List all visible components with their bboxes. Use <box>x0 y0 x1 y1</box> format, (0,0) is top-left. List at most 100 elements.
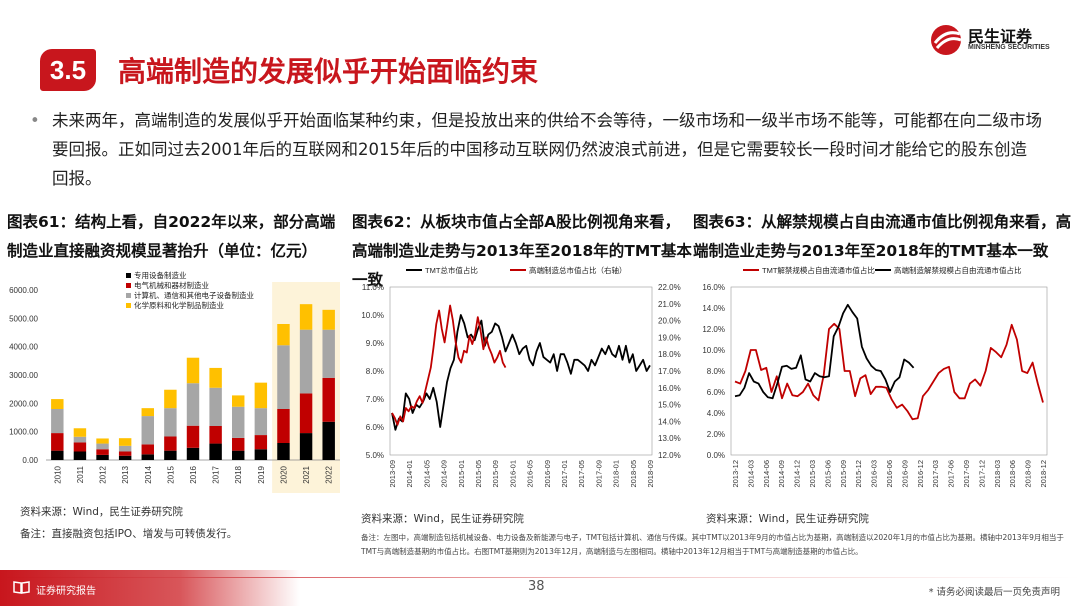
bar-segment <box>186 425 200 448</box>
bar-segment <box>141 416 154 445</box>
bar-segment <box>186 357 200 384</box>
x-tick-label: 2017 <box>212 465 221 483</box>
x-tick-label: 2015-06 <box>823 460 832 488</box>
y-tick-label: 2000.00 <box>9 399 38 408</box>
footer-band <box>0 570 300 606</box>
footer-divider <box>0 577 1080 578</box>
y-right-tick-label: 20.0% <box>658 317 681 326</box>
y-tick-label: 1000.00 <box>9 428 38 437</box>
bar-segment <box>232 437 245 451</box>
x-tick-label: 2020 <box>279 465 288 483</box>
x-tick-label: 2012 <box>99 465 108 483</box>
bar-segment <box>277 345 290 409</box>
bar-segment <box>299 393 313 434</box>
y-tick-label: 10.0% <box>702 346 725 355</box>
chart-62-market-cap-share: 5.0% 6.0% 7.0% 8.0% 9.0% 10.0% 11.0% 12.0% 13.0%… <box>361 265 681 488</box>
x-tick-label: 2017-06 <box>947 460 956 488</box>
page-number: 38 <box>528 579 545 594</box>
y-right-tick-label: 15.0% <box>658 401 681 410</box>
x-tick-label: 2016-06 <box>885 460 894 488</box>
x-tick-label: 2018-01 <box>612 460 621 488</box>
legend-swatch <box>126 273 131 278</box>
y-right-tick-label: 12.0% <box>658 451 681 460</box>
x-tick-label: 2019 <box>257 465 266 483</box>
plot-area <box>730 286 1048 456</box>
series-line-high-end-unlock <box>734 303 915 400</box>
x-tick-label: 2022 <box>325 465 334 483</box>
bar-segment <box>322 329 335 378</box>
y-left-tick-label: 6.0% <box>366 423 384 432</box>
y-left-tick-label: 9.0% <box>366 339 384 348</box>
x-tick-label: 2017-01 <box>560 460 569 488</box>
bar-segment <box>232 395 245 407</box>
bar-segment <box>164 389 177 409</box>
bar-segment <box>51 433 64 451</box>
section-number-badge: 3.5 <box>40 49 96 91</box>
legend-label: 计算机、通信和其他电子设备制造业 <box>134 290 254 300</box>
y-tick-label: 3000.00 <box>9 371 38 380</box>
bar-segment <box>118 438 132 446</box>
bar-segment <box>141 454 154 460</box>
x-tick-label: 2016-12 <box>916 460 925 488</box>
x-tick-label: 2017-09 <box>594 460 603 488</box>
legend-label: 高端制造解禁规模占自由流通市值占比 <box>894 265 1022 275</box>
bar-segment <box>73 436 87 443</box>
bullet-dot-icon: • <box>30 111 40 130</box>
series-line-high-end <box>391 304 507 426</box>
x-tick-label: 2018 <box>234 465 243 483</box>
bar-segment <box>186 383 200 426</box>
legend-label: 电气机械和器材制造业 <box>134 280 209 290</box>
bar-segment <box>209 387 222 426</box>
x-tick-label: 2014-01 <box>405 460 414 488</box>
bar-segment <box>322 421 335 460</box>
figure-63-title: 图表63：从解禁规模占自由流通市值比例视角来看，高端制造业走势与2013年至20… <box>693 213 1072 260</box>
y-tick-label: 14.0% <box>702 304 725 313</box>
logo-text-en: MINSHENG SECURITIES <box>968 44 1050 51</box>
bar-segment <box>164 436 177 451</box>
x-tick-label: 2014-12 <box>793 460 802 488</box>
x-tick-label: 2013 <box>121 465 130 483</box>
y-left-tick-label: 5.0% <box>366 451 384 460</box>
x-tick-label: 2015-01 <box>457 460 466 488</box>
x-tick-label: 2018-06 <box>1008 460 1017 488</box>
x-tick-label: 2018-03 <box>993 460 1002 488</box>
x-tick-label: 2017-09 <box>962 460 971 488</box>
plot-area <box>389 286 653 456</box>
chart-61-stacked-bar: 0.00 1000.00 2000.00 3000.00 4000.00 5000.00 6… <box>9 270 340 493</box>
y-tick-label: 6000.00 <box>9 286 38 295</box>
x-tick-label: 2018-09 <box>646 460 655 488</box>
logo-text-cn: 民生证券 <box>968 27 1033 46</box>
bar-segment <box>254 449 268 460</box>
x-tick-label: 2015 <box>166 465 175 483</box>
series-line-tmt-unlock <box>734 322 1044 421</box>
bar-segment <box>96 454 109 460</box>
bar-segment <box>254 435 268 450</box>
x-tick-label: 2016-01 <box>508 460 517 488</box>
bar-segment <box>209 367 222 388</box>
y-tick-label: 16.0% <box>702 283 725 292</box>
series-line-tmt <box>391 314 651 431</box>
legend-label: 化学原料和化学制品制造业 <box>134 300 224 310</box>
bar-segment <box>277 443 290 460</box>
x-tick-label: 2010 <box>53 465 62 483</box>
legend-label: TMT解禁规模占自由流通市值占比 <box>762 265 875 275</box>
y-tick-label: 0.0% <box>707 451 725 460</box>
chart-63-unlock-share: 0.0% 2.0% 4.0% 6.0% 8.0% 10.0% 12.0% 14.0% 16.0%… <box>702 265 1048 488</box>
figure-61-title: 图表61：结构上看，自2022年以来，部分高端制造业直接融资规模显著抬升（单位：… <box>7 213 336 260</box>
y-right-tick-label: 18.0% <box>658 350 681 359</box>
x-tick-label: 2016-05 <box>526 460 535 488</box>
bar-segment <box>277 324 290 346</box>
y-left-tick-label: 7.0% <box>366 395 384 404</box>
x-tick-label: 2013-09 <box>388 460 397 488</box>
bar-segment <box>164 450 177 460</box>
x-tick-label: 2014-03 <box>746 460 755 488</box>
bar-segment <box>299 329 313 394</box>
y-right-tick-label: 13.0% <box>658 434 681 443</box>
x-tick-label: 2015-09 <box>839 460 848 488</box>
x-tick-label: 2016-03 <box>870 460 879 488</box>
bar-segment <box>73 442 87 452</box>
x-tick-label: 2018-09 <box>1024 460 1033 488</box>
figures-shared-note: 备注：左图中，高端制造包括机械设备、电力设备及新能源与电子，TMT包括计算机、通… <box>361 533 1064 556</box>
legend-swatch <box>126 303 131 308</box>
y-left-tick-label: 10.0% <box>361 311 384 320</box>
